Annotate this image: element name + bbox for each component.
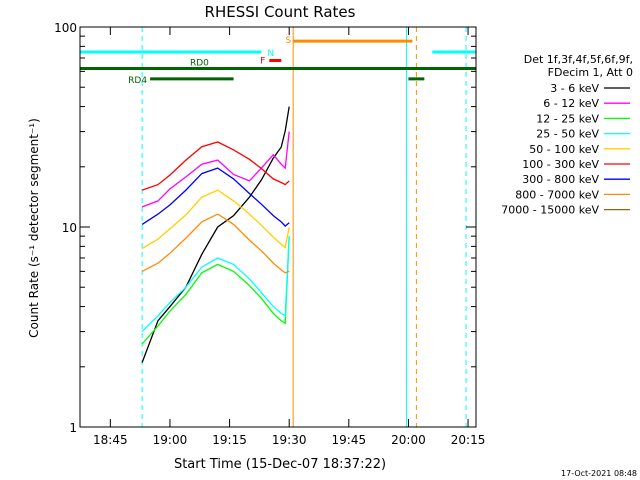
legend-label-800-7000-kev: 800 - 7000 keV [515,188,599,201]
series-line-12-25-kev [141,236,290,345]
series-line-6-12-kev [141,131,290,208]
x-tick-label-19-30: 19:30 [272,433,307,447]
legend-label-300-800-kev: 300 - 800 keV [522,173,599,186]
x-axis-label: Start Time (15-Dec-07 18:37:22) [174,457,386,472]
legend-label-50-100-kev: 50 - 100 keV [529,143,599,156]
legend-label-6-12-kev: 6 - 12 keV [543,97,599,110]
legend-header-line-0: Det 1f,3f,4f,5f,6f,9f, [524,53,633,66]
series-line-300-800-kev [141,167,290,227]
legend-label-100-300-kev: 100 - 300 keV [522,158,599,171]
legend-label-25-50-kev: 25 - 50 keV [536,128,599,141]
series-line-800-7000-kev [141,213,290,274]
legend-header-line-1: FDecim 1, Att 0 [548,66,633,79]
legend-label-12-25-kev: 12 - 25 keV [536,112,599,125]
legend: Det 1f,3f,4f,5f,6f,9f,FDecim 1, Att 0 3 -… [501,53,633,217]
series-line-25-50-kev [141,236,290,333]
x-tick-label-18-45: 18:45 [93,433,128,447]
state-bar-label-rd0: RD0 [190,59,209,69]
y-tick-label-10: 10 [62,221,77,235]
x-tick-label-19-15: 19:15 [212,433,247,447]
y-tick-label-1: 1 [69,421,77,435]
legend-label-3-6-kev: 3 - 6 keV [550,82,599,95]
series-line-50-100-kev [141,189,290,250]
x-tick-label-19-00: 19:00 [153,433,188,447]
state-bar-label-rd4: RD4 [128,76,147,86]
y-tick-label-100: 100 [54,21,77,35]
plot-layer: N RD0 RD4 F S 18:45 19:00 19:15 19:30 19:45 20:00 2… [54,21,485,447]
series-line-100-300-kev [141,141,290,191]
chart-title: RHESSI Count Rates [205,3,356,21]
plot-frame [79,26,477,428]
x-tick-label-20-15: 20:15 [451,433,486,447]
footer-timestamp: 17-Oct-2021 08:48 [561,469,637,478]
series-line-3-6-kev [141,106,290,363]
legend-label-7000-15000-kev: 7000 - 15000 keV [501,204,599,217]
state-bar-label-f: F [260,56,265,66]
state-bar-label-s: S [285,36,291,46]
x-tick-label-19-45: 19:45 [332,433,367,447]
state-bar-label-n: N [267,49,274,59]
x-tick-label-20-00: 20:00 [391,433,426,447]
y-axis-label: Count Rate (s⁻¹ detector segment⁻¹) [27,118,41,338]
